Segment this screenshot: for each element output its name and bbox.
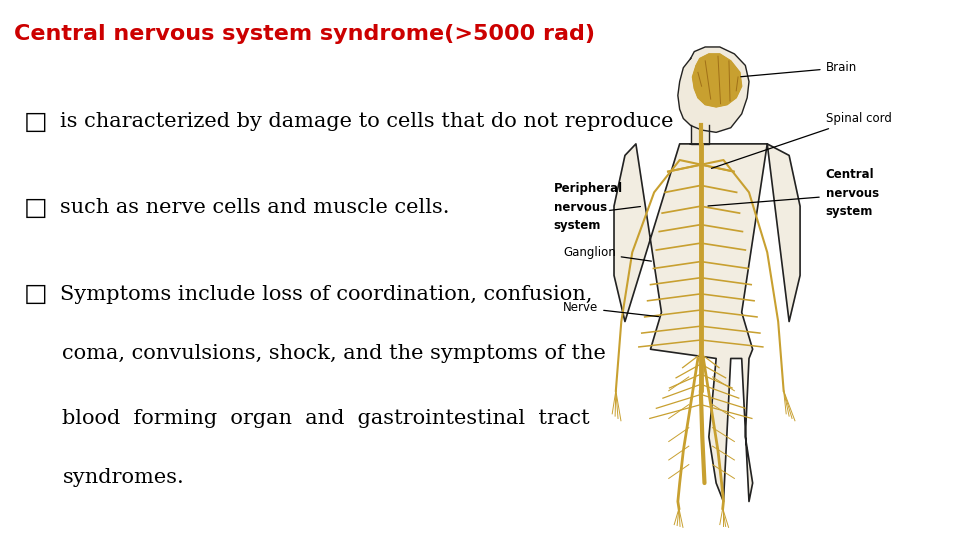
Text: such as nerve cells and muscle cells.: such as nerve cells and muscle cells.	[60, 198, 450, 218]
Text: Central nervous system syndrome(>5000 rad): Central nervous system syndrome(>5000 ra…	[14, 24, 595, 44]
Text: Nerve: Nerve	[563, 301, 659, 316]
Text: system: system	[554, 219, 601, 232]
Text: Peripheral: Peripheral	[554, 183, 623, 195]
Polygon shape	[614, 144, 800, 502]
Text: Brain: Brain	[741, 61, 857, 77]
Polygon shape	[678, 47, 749, 132]
Text: Central: Central	[826, 168, 875, 181]
Polygon shape	[690, 125, 708, 144]
Text: nervous: nervous	[826, 187, 878, 200]
Text: □: □	[24, 196, 48, 220]
Text: syndromes.: syndromes.	[62, 468, 184, 488]
Text: Ganglion: Ganglion	[563, 246, 652, 261]
Text: nervous: nervous	[554, 201, 607, 214]
Polygon shape	[692, 54, 742, 107]
Text: system: system	[826, 205, 873, 218]
Text: Spinal cord: Spinal cord	[711, 112, 892, 168]
Text: is characterized by damage to cells that do not reproduce: is characterized by damage to cells that…	[60, 112, 674, 131]
Text: blood  forming  organ  and  gastrointestinal  tract: blood forming organ and gastrointestinal…	[62, 409, 590, 428]
Text: □: □	[24, 110, 48, 133]
Text: Symptoms include loss of coordination, confusion,: Symptoms include loss of coordination, c…	[60, 285, 593, 304]
Text: □: □	[24, 282, 48, 306]
Text: coma, convulsions, shock, and the symptoms of the: coma, convulsions, shock, and the sympto…	[62, 344, 607, 363]
